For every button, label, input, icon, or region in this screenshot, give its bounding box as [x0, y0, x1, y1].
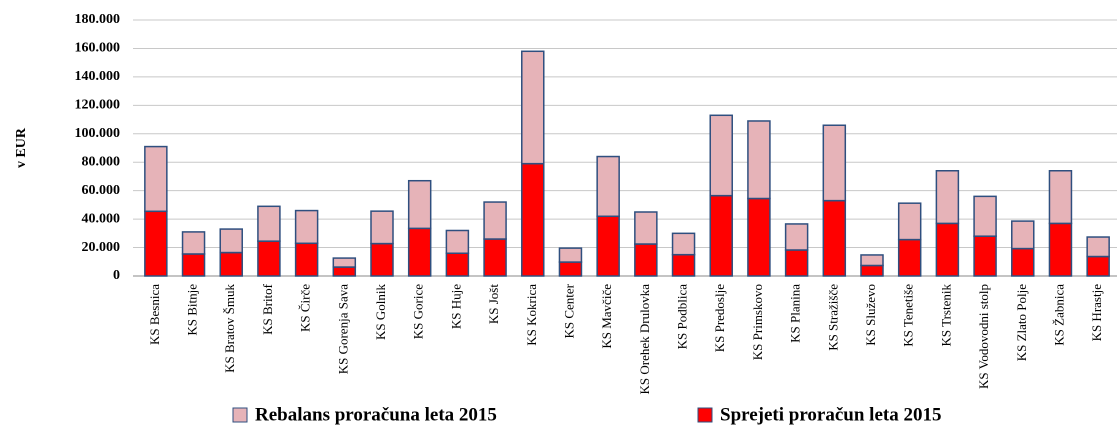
- bar-segment: [483, 201, 507, 240]
- y-tick-label: 180.000: [75, 12, 121, 27]
- legend-label: Sprejeti proračun leta 2015: [720, 404, 941, 425]
- x-tick-label: KS Čirče: [298, 284, 313, 332]
- bar-segment: [596, 215, 620, 277]
- x-tick-label: KS Podblica: [675, 284, 690, 350]
- bar-segment: [973, 235, 997, 277]
- x-tick-label: KS Orehek Drulovka: [637, 284, 652, 395]
- y-tick-label: 60.000: [82, 183, 121, 198]
- bar-segment: [445, 252, 470, 277]
- legend-swatch: [232, 407, 248, 423]
- bar-segment: [521, 50, 545, 165]
- bar-segment: [181, 253, 206, 277]
- x-tick-label: KS Bratov Šmuk: [222, 284, 237, 373]
- x-tick-label: KS Trstenik: [938, 284, 953, 347]
- x-tick-label: KS Primskovo: [750, 284, 765, 360]
- bar-segment: [973, 195, 997, 237]
- bar-segment: [1011, 220, 1035, 250]
- x-tick-label: KS Huje: [448, 284, 463, 329]
- bar-segment: [558, 261, 583, 277]
- bar-segment: [144, 145, 168, 213]
- bar-segment: [784, 249, 809, 277]
- y-tick-label: 0: [113, 268, 120, 283]
- x-tick-label: KS Vodovodni stolp: [976, 284, 991, 389]
- y-axis-label: v EUR: [14, 127, 29, 168]
- x-tick-label: KS Žabnica: [1051, 284, 1066, 346]
- bar-segment: [822, 199, 847, 277]
- bar-segment: [596, 155, 620, 218]
- x-tick-label: KS Tenetiše: [901, 284, 916, 347]
- bar-segment: [784, 223, 809, 251]
- bar-segment: [294, 209, 319, 245]
- x-tick-label: KS Britof: [260, 283, 275, 335]
- bar-segment: [1048, 170, 1073, 225]
- x-tick-label: KS Center: [561, 283, 576, 338]
- x-tick-label: KS Zlato Polje: [1014, 284, 1029, 362]
- bar-segment: [219, 251, 243, 277]
- x-tick-label: KS Predoslje: [712, 284, 727, 352]
- y-tick-label: 40.000: [82, 211, 121, 226]
- y-tick-label: 120.000: [75, 98, 121, 113]
- x-tick-label: KS Bitnje: [185, 284, 200, 336]
- bar-segment: [407, 227, 432, 277]
- bar-segment: [257, 205, 281, 242]
- bar-segment: [1086, 255, 1110, 277]
- y-tick-label: 80.000: [82, 154, 121, 169]
- x-tick-label: KS Mavčiče: [599, 284, 614, 349]
- bar-segment: [445, 229, 470, 254]
- x-tick-label: KS Hrastje: [1089, 284, 1104, 342]
- x-tick-label: KS Gorenja Sava: [335, 284, 350, 374]
- bar-segment: [181, 231, 206, 255]
- legend-label: Rebalans proračuna leta 2015: [255, 404, 497, 425]
- bar-segment: [747, 120, 771, 200]
- bar-segment: [860, 264, 884, 277]
- bar-segment: [1048, 222, 1073, 277]
- bar-segment: [407, 179, 432, 230]
- bar-segment: [671, 253, 696, 277]
- bar-segment: [935, 222, 960, 277]
- bar-segment: [144, 210, 168, 277]
- bar-segment: [747, 197, 771, 277]
- bar-segment: [558, 247, 583, 263]
- x-tick-label: KS Besnica: [147, 284, 162, 345]
- bar-segment: [219, 228, 243, 254]
- x-tick-label: KS Golnik: [373, 284, 388, 340]
- bar-segment: [1086, 236, 1110, 258]
- x-tick-label: KS Jošt: [486, 284, 501, 324]
- x-tick-label: KS Planina: [788, 284, 803, 343]
- bar-segment: [897, 238, 922, 277]
- bar-segment: [822, 124, 847, 202]
- bar-segment: [332, 266, 357, 277]
- bar-segment: [483, 238, 507, 277]
- x-tick-label: KS Gorice: [411, 284, 426, 339]
- y-tick-label: 140.000: [75, 69, 121, 84]
- bar-segment: [671, 232, 696, 256]
- bar-segment: [370, 210, 394, 245]
- bar-segment: [257, 240, 281, 277]
- bar-segment: [1011, 247, 1035, 277]
- bar-segment: [294, 242, 319, 277]
- bar-segment: [634, 211, 658, 245]
- bar-segment: [709, 194, 733, 277]
- legend-swatch: [697, 407, 713, 423]
- x-tick-label: KS Kokrica: [524, 284, 539, 346]
- bar-segment: [860, 254, 884, 267]
- x-tick-label: KS Služevo: [863, 284, 878, 346]
- bar-segment: [709, 114, 733, 197]
- bar-segment: [521, 162, 545, 277]
- bar-segment: [935, 170, 960, 225]
- bar-segment: [370, 242, 394, 277]
- y-tick-label: 160.000: [75, 41, 121, 56]
- y-tick-label: 20.000: [82, 240, 121, 255]
- bar-segment: [332, 257, 357, 268]
- y-tick-label: 100.000: [75, 126, 121, 141]
- x-tick-label: KS Stražišče: [825, 284, 840, 351]
- bar-segment: [634, 243, 658, 277]
- bar-segment: [897, 202, 922, 241]
